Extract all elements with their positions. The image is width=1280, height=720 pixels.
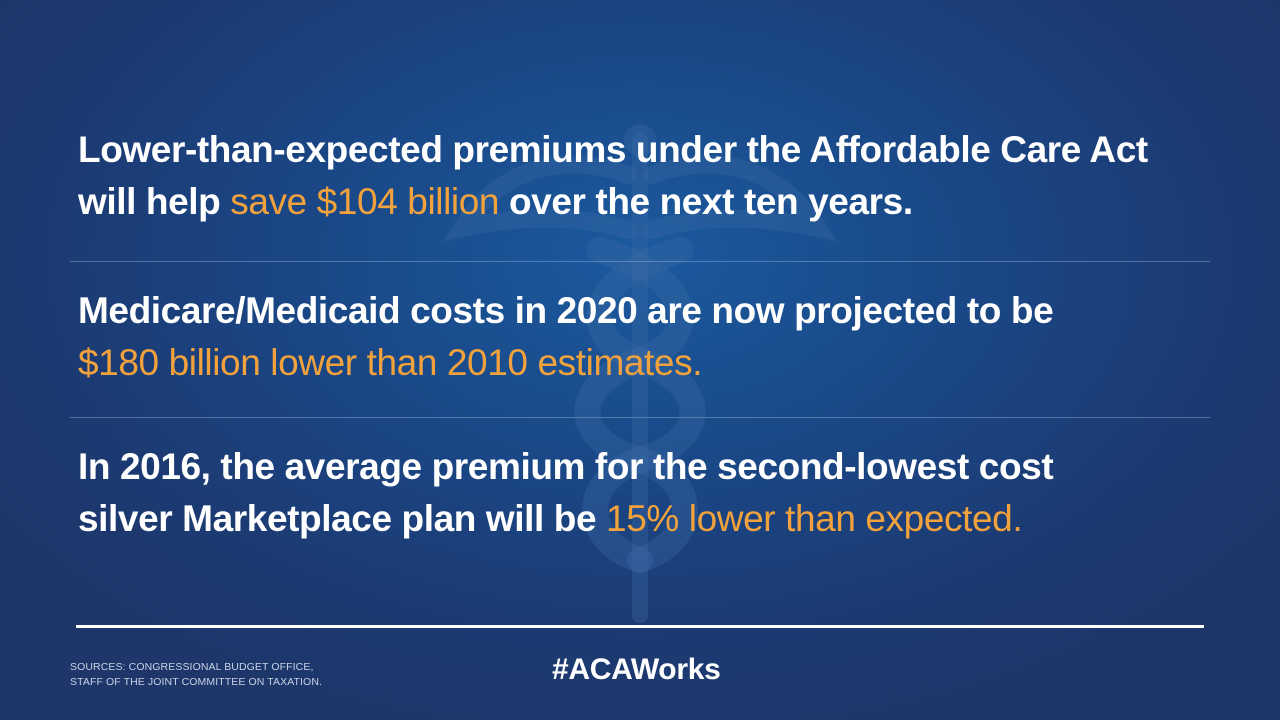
statement-silver-plan-highlight: 15% lower than expected. — [606, 498, 1023, 539]
statement-premiums-line2-suffix: over the next ten years. — [499, 181, 913, 222]
statement-silver-plan: In 2016, the average premium for the sec… — [78, 441, 1208, 545]
statement-premiums: Lower-than-expected premiums under the A… — [78, 124, 1208, 228]
statement-premiums-highlight: save $104 billion — [230, 181, 500, 222]
statement-premiums-line1: Lower-than-expected premiums under the A… — [78, 129, 1148, 170]
sources-line-1: SOURCES: CONGRESSIONAL BUDGET OFFICE, — [70, 661, 314, 673]
statement-premiums-line2-prefix: will help — [78, 181, 231, 222]
statement-silver-plan-line1: In 2016, the average premium for the sec… — [78, 446, 1054, 487]
statement-medicare-line1: Medicare/Medicaid costs in 2020 are now … — [78, 290, 1054, 331]
divider-1 — [70, 261, 1210, 262]
statement-silver-plan-line2-prefix: silver Marketplace plan will be — [78, 498, 607, 539]
hashtag: #ACAWorks — [552, 653, 721, 686]
statement-medicare-highlight: $180 billion lower than 2010 estimates. — [78, 342, 703, 383]
divider-2 — [70, 417, 1210, 418]
footer-rule — [76, 625, 1204, 628]
sources-note: SOURCES: CONGRESSIONAL BUDGET OFFICE, ST… — [70, 660, 322, 690]
sources-line-2: STAFF OF THE JOINT COMMITTEE ON TAXATION… — [70, 676, 323, 688]
statement-medicare: Medicare/Medicaid costs in 2020 are now … — [78, 285, 1208, 389]
